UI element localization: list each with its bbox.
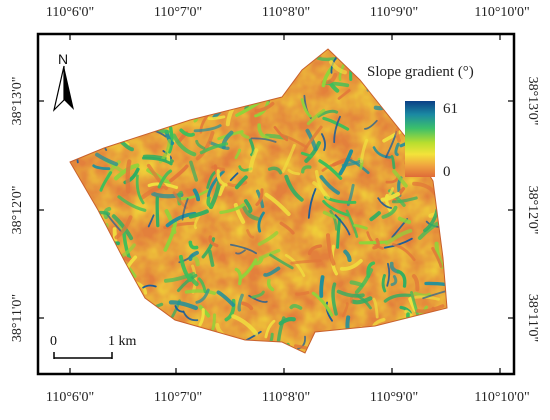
bottom-longitude-label: 110°9'0" xyxy=(369,390,419,405)
right-latitude-label: 38°11'0" xyxy=(525,293,540,343)
top-longitude-label: 110°6'0" xyxy=(45,5,95,20)
right-latitude-label: 38°13'0" xyxy=(525,76,540,126)
bottom-longitude-label: 110°7'0" xyxy=(153,390,203,405)
bottom-longitude-label: 110°8'0" xyxy=(261,390,311,405)
right-latitude-label: 38°12'0" xyxy=(525,185,540,235)
left-latitude-label: 38°13'0" xyxy=(10,76,25,126)
legend-max-label: 61 xyxy=(443,101,458,117)
top-longitude-label: 110°10'0" xyxy=(474,5,530,20)
bottom-longitude-label: 110°6'0" xyxy=(45,390,95,405)
top-longitude-label: 110°8'0" xyxy=(261,5,311,20)
bottom-longitude-label: 110°10'0" xyxy=(474,390,530,405)
top-longitude-label: 110°9'0" xyxy=(369,5,419,20)
frame-ticks xyxy=(38,34,514,374)
left-latitude-label: 38°11'0" xyxy=(10,293,25,343)
scale-end-label: 1 km xyxy=(108,334,137,349)
top-longitude-label: 110°7'0" xyxy=(153,5,203,20)
scale-start-label: 0 xyxy=(50,334,57,349)
legend-title: Slope gradient (°) xyxy=(367,64,474,80)
north-arrow-icon xyxy=(52,65,74,112)
north-label: N xyxy=(58,51,69,67)
legend-min-label: 0 xyxy=(443,164,451,180)
scale-bar xyxy=(53,352,113,359)
legend-color-bar xyxy=(405,101,435,177)
left-latitude-label: 38°12'0" xyxy=(10,185,25,235)
study-area-boundary xyxy=(69,48,448,354)
